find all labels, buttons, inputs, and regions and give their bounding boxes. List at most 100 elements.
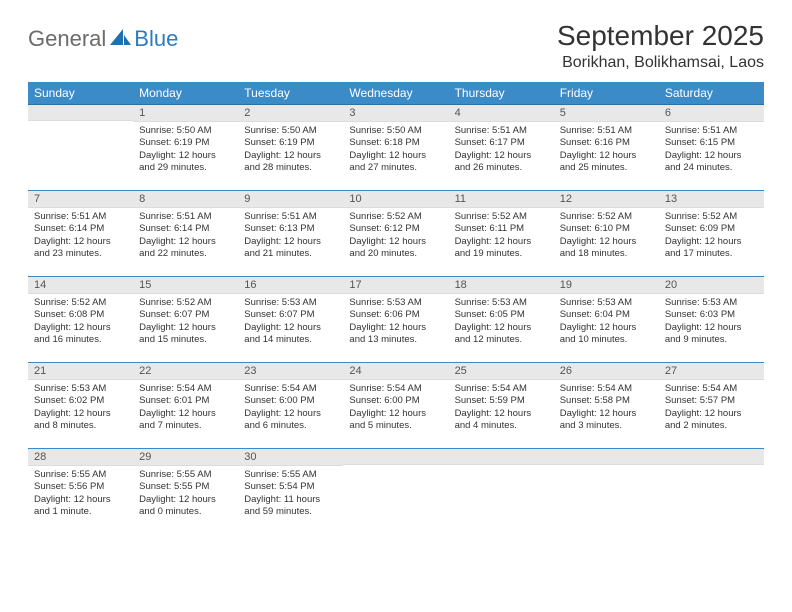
day-number (449, 449, 554, 465)
day-content: Sunrise: 5:54 AMSunset: 5:58 PMDaylight:… (554, 380, 659, 436)
daylight-text: Daylight: 12 hours and 29 minutes. (139, 150, 232, 175)
day-header: Thursday (449, 82, 554, 105)
day-number: 10 (343, 191, 448, 208)
calendar-cell: 20Sunrise: 5:53 AMSunset: 6:03 PMDayligh… (659, 277, 764, 363)
calendar-cell: 2 Sunrise: 5:50 AMSunset: 6:19 PMDaylight… (238, 105, 343, 191)
day-number: 8 (133, 191, 238, 208)
sunrise-text: Sunrise: 5:53 AM (34, 383, 127, 395)
daylight-text: Daylight: 12 hours and 26 minutes. (455, 150, 548, 175)
sunrise-text: Sunrise: 5:51 AM (139, 211, 232, 223)
day-header-row: Sunday Monday Tuesday Wednesday Thursday… (28, 82, 764, 105)
sunrise-text: Sunrise: 5:51 AM (455, 125, 548, 137)
sunset-text: Sunset: 6:11 PM (455, 223, 548, 235)
calendar-cell: 18Sunrise: 5:53 AMSunset: 6:05 PMDayligh… (449, 277, 554, 363)
daylight-text: Daylight: 12 hours and 10 minutes. (560, 322, 653, 347)
day-content: Sunrise: 5:52 AMSunset: 6:09 PMDaylight:… (659, 208, 764, 264)
logo-sail-icon (110, 28, 132, 51)
day-number: 17 (343, 277, 448, 294)
calendar-row: 21Sunrise: 5:53 AMSunset: 6:02 PMDayligh… (28, 363, 764, 449)
day-number: 6 (659, 105, 764, 122)
daylight-text: Daylight: 12 hours and 7 minutes. (139, 408, 232, 433)
calendar-cell: 27Sunrise: 5:54 AMSunset: 5:57 PMDayligh… (659, 363, 764, 449)
calendar-cell: 12Sunrise: 5:52 AMSunset: 6:10 PMDayligh… (554, 191, 659, 277)
daylight-text: Daylight: 12 hours and 23 minutes. (34, 236, 127, 261)
sunrise-text: Sunrise: 5:52 AM (665, 211, 758, 223)
calendar-cell: 24Sunrise: 5:54 AMSunset: 6:00 PMDayligh… (343, 363, 448, 449)
day-number: 22 (133, 363, 238, 380)
sunset-text: Sunset: 6:17 PM (455, 137, 548, 149)
day-number: 21 (28, 363, 133, 380)
calendar-cell (659, 449, 764, 535)
calendar-cell (554, 449, 659, 535)
day-number: 13 (659, 191, 764, 208)
calendar-cell (343, 449, 448, 535)
day-content: Sunrise: 5:53 AMSunset: 6:07 PMDaylight:… (238, 294, 343, 350)
day-number: 4 (449, 105, 554, 122)
day-header: Monday (133, 82, 238, 105)
sunrise-text: Sunrise: 5:51 AM (244, 211, 337, 223)
day-header: Wednesday (343, 82, 448, 105)
sunrise-text: Sunrise: 5:50 AM (244, 125, 337, 137)
sunrise-text: Sunrise: 5:50 AM (349, 125, 442, 137)
logo: General Blue (28, 26, 178, 52)
day-number: 30 (238, 449, 343, 466)
calendar-cell: 1Sunrise: 5:50 AMSunset: 6:19 PMDaylight… (133, 105, 238, 191)
calendar-cell: 16Sunrise: 5:53 AMSunset: 6:07 PMDayligh… (238, 277, 343, 363)
day-content: Sunrise: 5:51 AMSunset: 6:14 PMDaylight:… (28, 208, 133, 264)
daylight-text: Daylight: 11 hours and 59 minutes. (244, 494, 337, 519)
calendar-cell: 3Sunrise: 5:50 AMSunset: 6:18 PMDaylight… (343, 105, 448, 191)
calendar-cell: 28Sunrise: 5:55 AMSunset: 5:56 PMDayligh… (28, 449, 133, 535)
calendar-cell (449, 449, 554, 535)
calendar-cell: 30Sunrise: 5:55 AMSunset: 5:54 PMDayligh… (238, 449, 343, 535)
daylight-text: Daylight: 12 hours and 2 minutes. (665, 408, 758, 433)
daylight-text: Daylight: 12 hours and 14 minutes. (244, 322, 337, 347)
day-number: 28 (28, 449, 133, 466)
sunset-text: Sunset: 6:03 PM (665, 309, 758, 321)
day-number: 20 (659, 277, 764, 294)
calendar-cell: 11Sunrise: 5:52 AMSunset: 6:11 PMDayligh… (449, 191, 554, 277)
daylight-text: Daylight: 12 hours and 25 minutes. (560, 150, 653, 175)
sunrise-text: Sunrise: 5:54 AM (455, 383, 548, 395)
day-number: 2 (238, 105, 343, 122)
day-content: Sunrise: 5:55 AMSunset: 5:55 PMDaylight:… (133, 466, 238, 522)
sunrise-text: Sunrise: 5:54 AM (349, 383, 442, 395)
day-content: Sunrise: 5:52 AMSunset: 6:10 PMDaylight:… (554, 208, 659, 264)
daylight-text: Daylight: 12 hours and 5 minutes. (349, 408, 442, 433)
daylight-text: Daylight: 12 hours and 28 minutes. (244, 150, 337, 175)
sunrise-text: Sunrise: 5:54 AM (244, 383, 337, 395)
calendar-cell: 9Sunrise: 5:51 AMSunset: 6:13 PMDaylight… (238, 191, 343, 277)
calendar-cell: 22 Sunrise: 5:54 AMSunset: 6:01 PMDayligh… (133, 363, 238, 449)
sunrise-text: Sunrise: 5:50 AM (139, 125, 232, 137)
sunset-text: Sunset: 6:06 PM (349, 309, 442, 321)
sunset-text: Sunset: 6:01 PM (139, 395, 232, 407)
sunset-text: Sunset: 6:13 PM (244, 223, 337, 235)
sunrise-text: Sunrise: 5:52 AM (349, 211, 442, 223)
sunset-text: Sunset: 6:10 PM (560, 223, 653, 235)
sunrise-text: Sunrise: 5:53 AM (455, 297, 548, 309)
title-block: September 2025 Borikhan, Bolikhamsai, La… (557, 20, 764, 72)
sunrise-text: Sunrise: 5:52 AM (34, 297, 127, 309)
sunset-text: Sunset: 6:00 PM (349, 395, 442, 407)
day-content: Sunrise: 5:51 AMSunset: 6:15 PMDaylight:… (659, 122, 764, 178)
day-number: 18 (449, 277, 554, 294)
calendar-row: 1Sunrise: 5:50 AMSunset: 6:19 PMDaylight… (28, 105, 764, 191)
daylight-text: Daylight: 12 hours and 20 minutes. (349, 236, 442, 261)
sunset-text: Sunset: 6:19 PM (244, 137, 337, 149)
sunset-text: Sunset: 6:00 PM (244, 395, 337, 407)
sunset-text: Sunset: 6:16 PM (560, 137, 653, 149)
day-number: 23 (238, 363, 343, 380)
sunrise-text: Sunrise: 5:54 AM (139, 383, 232, 395)
sunrise-text: Sunrise: 5:55 AM (34, 469, 127, 481)
sunset-text: Sunset: 5:59 PM (455, 395, 548, 407)
calendar-row: 14Sunrise: 5:52 AMSunset: 6:08 PMDayligh… (28, 277, 764, 363)
day-number: 7 (28, 191, 133, 208)
day-number: 11 (449, 191, 554, 208)
calendar-cell: 4 Sunrise: 5:51 AMSunset: 6:17 PMDaylight… (449, 105, 554, 191)
day-content: Sunrise: 5:51 AMSunset: 6:14 PMDaylight:… (133, 208, 238, 264)
sunrise-text: Sunrise: 5:52 AM (139, 297, 232, 309)
calendar-cell: 13Sunrise: 5:52 AMSunset: 6:09 PMDayligh… (659, 191, 764, 277)
sunset-text: Sunset: 6:08 PM (34, 309, 127, 321)
sunset-text: Sunset: 5:55 PM (139, 481, 232, 493)
sunset-text: Sunset: 6:19 PM (139, 137, 232, 149)
calendar-cell: 7Sunrise: 5:51 AMSunset: 6:14 PMDaylight… (28, 191, 133, 277)
